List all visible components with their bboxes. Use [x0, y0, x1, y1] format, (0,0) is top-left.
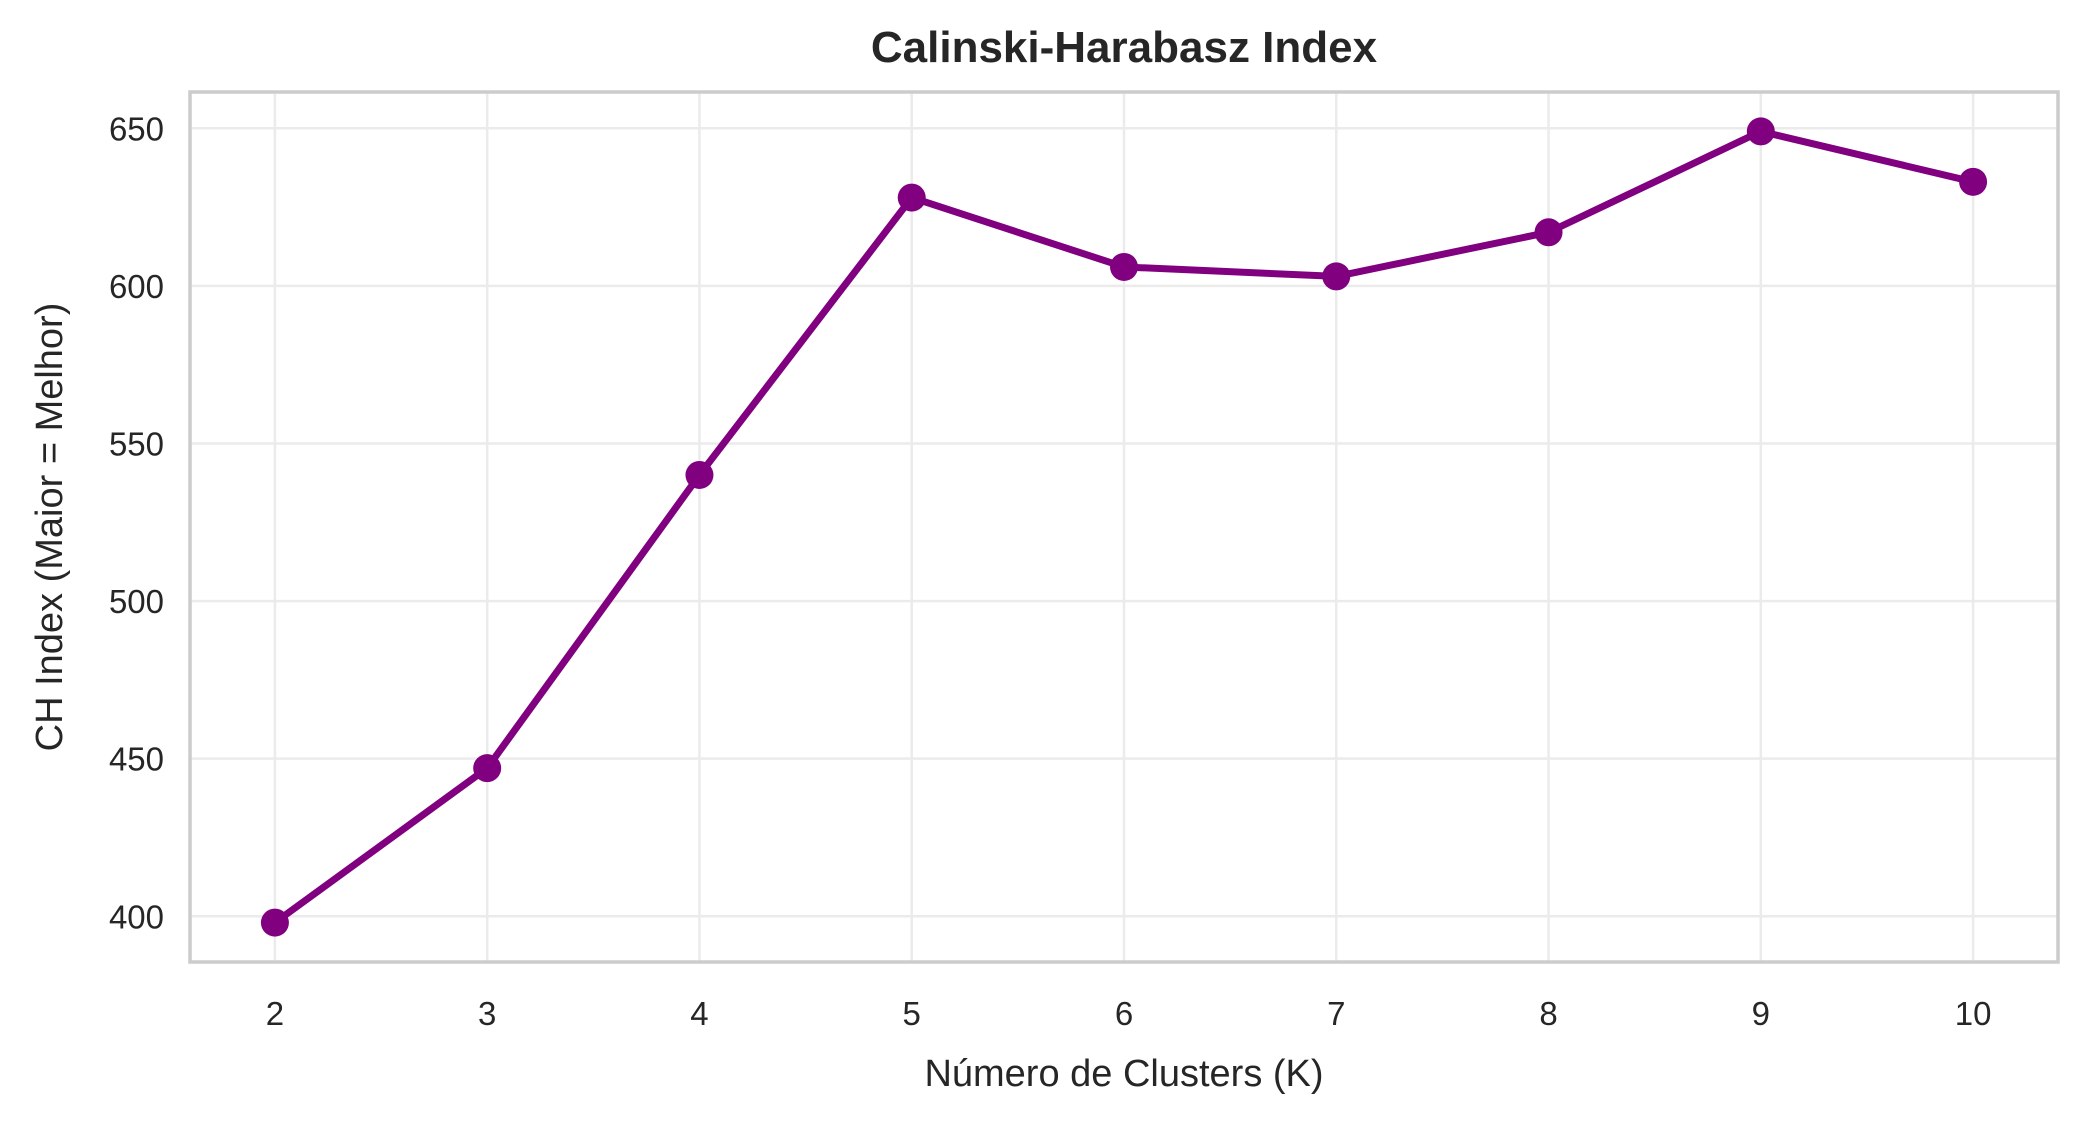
- x-tick-label: 7: [1327, 995, 1345, 1032]
- data-point-k3: [473, 754, 502, 783]
- data-point-k2: [260, 908, 289, 937]
- grid-lines: [190, 92, 2058, 962]
- y-tick-label: 600: [109, 268, 164, 305]
- data-point-k7: [1322, 262, 1351, 291]
- series-group: [260, 117, 1988, 937]
- y-tick-label: 550: [109, 425, 164, 462]
- x-axis-label: Número de Clusters (K): [924, 1053, 1323, 1095]
- data-point-k9: [1746, 117, 1775, 146]
- data-point-k4: [685, 460, 714, 489]
- chart-title: Calinski-Harabasz Index: [871, 23, 1378, 72]
- y-tick-label: 400: [109, 898, 164, 935]
- data-point-k8: [1534, 218, 1563, 247]
- y-axis-label: CH Index (Maior = Melhor): [29, 303, 71, 752]
- axis-ticks: 2 3 4 5 6 7 8 9 10 400 450 500 550 600 650: [109, 110, 1992, 1032]
- y-tick-label: 500: [109, 583, 164, 620]
- x-tick-label: 2: [266, 995, 284, 1032]
- x-tick-label: 5: [903, 995, 921, 1032]
- x-tick-label: 6: [1115, 995, 1133, 1032]
- y-tick-label: 650: [109, 110, 164, 147]
- x-tick-label: 10: [1955, 995, 1992, 1032]
- x-tick-label: 4: [690, 995, 708, 1032]
- x-tick-label: 3: [478, 995, 496, 1032]
- data-point-k10: [1959, 167, 1988, 196]
- y-tick-label: 450: [109, 741, 164, 778]
- x-tick-label: 9: [1752, 995, 1770, 1032]
- data-point-k5: [897, 183, 926, 212]
- x-tick-label: 8: [1539, 995, 1557, 1032]
- data-point-k6: [1110, 252, 1138, 281]
- plot-frame: [188, 90, 2060, 964]
